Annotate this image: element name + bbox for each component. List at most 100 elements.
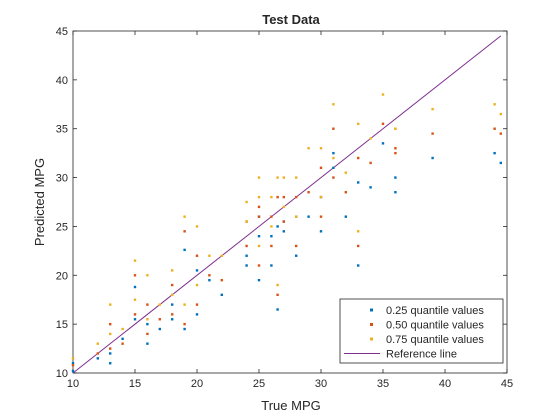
data-point — [245, 264, 248, 267]
data-point — [332, 127, 335, 130]
data-point — [96, 342, 99, 345]
x-tick-label: 45 — [501, 378, 513, 390]
data-point — [357, 230, 360, 233]
legend: 0.25 quantile values 0.50 quantile values… — [339, 298, 504, 364]
data-point — [183, 303, 186, 306]
data-point — [394, 147, 397, 150]
data-point — [195, 269, 199, 272]
data-point — [307, 147, 310, 150]
y-axis-label: Predicted MPG — [32, 158, 47, 246]
data-point — [344, 171, 347, 174]
data-point — [133, 285, 137, 289]
series-3-points — [71, 93, 502, 360]
legend-marker — [370, 323, 373, 326]
data-point — [109, 303, 112, 306]
data-point — [71, 369, 75, 373]
legend-entry-label: 0.75 quantile values — [386, 334, 484, 346]
legend-marker — [370, 337, 373, 341]
data-point — [357, 181, 360, 184]
legend-entry-label: 0.50 quantile values — [386, 320, 484, 332]
data-point — [121, 327, 124, 331]
legend-box — [339, 298, 504, 364]
data-point — [171, 293, 174, 297]
data-point — [133, 318, 137, 321]
reference-line — [72, 35, 502, 374]
data-point — [257, 215, 261, 218]
data-point — [394, 127, 397, 130]
data-point — [276, 195, 279, 199]
y-tick-label: 20 — [56, 270, 68, 282]
data-point — [369, 137, 372, 140]
data-point — [282, 176, 285, 179]
data-point — [493, 151, 496, 155]
data-point — [431, 107, 434, 111]
data-point — [183, 327, 186, 331]
legend-marker — [370, 308, 373, 312]
data-point — [493, 103, 496, 106]
data-point — [394, 176, 397, 179]
data-point — [183, 215, 186, 218]
data-point — [270, 264, 273, 267]
data-point — [158, 303, 161, 306]
data-point — [270, 244, 273, 248]
x-tick-label: 10 — [67, 378, 79, 390]
data-point — [499, 132, 502, 135]
data-point — [369, 161, 372, 165]
data-point — [133, 313, 137, 316]
data-point — [158, 318, 161, 321]
data-point — [96, 352, 99, 355]
data-point — [220, 293, 223, 297]
data-point — [133, 298, 137, 301]
data-point — [344, 215, 347, 218]
data-point — [357, 264, 360, 267]
y-tick-label: 30 — [56, 173, 68, 185]
data-point — [195, 254, 199, 257]
data-point — [332, 151, 335, 155]
data-point — [195, 313, 199, 316]
data-point — [171, 303, 174, 306]
data-point — [357, 244, 360, 248]
y-tick-label: 45 — [56, 26, 68, 38]
data-point — [109, 352, 112, 355]
data-point — [146, 322, 149, 326]
data-point — [195, 283, 199, 287]
data-point — [357, 156, 360, 160]
data-marks — [71, 35, 502, 374]
data-point — [257, 235, 261, 238]
data-point — [257, 264, 261, 267]
data-point — [282, 195, 285, 199]
data-point — [295, 254, 298, 257]
data-point — [270, 225, 273, 228]
data-point — [332, 166, 335, 169]
y-tick-label: 25 — [56, 221, 68, 233]
legend-entry-label: Reference line — [386, 349, 457, 361]
data-point — [171, 318, 174, 321]
data-point — [195, 225, 199, 228]
y-tick-label: 35 — [56, 124, 68, 136]
data-point — [171, 283, 174, 287]
data-point — [245, 220, 248, 223]
data-point — [109, 332, 112, 336]
data-point — [257, 195, 261, 199]
data-point — [158, 327, 161, 331]
data-point — [319, 166, 323, 169]
y-tick-label: 40 — [56, 75, 68, 87]
data-point — [146, 318, 149, 321]
x-axis-ticks: 10 15 20 25 30 35 40 45 — [67, 31, 513, 390]
data-point — [257, 278, 261, 282]
data-point — [71, 362, 75, 365]
data-point — [276, 293, 279, 297]
data-point — [183, 248, 186, 252]
x-tick-label: 40 — [439, 378, 451, 390]
data-point — [493, 127, 496, 130]
data-point — [282, 205, 285, 209]
data-point — [257, 176, 261, 179]
data-point — [381, 93, 385, 96]
data-point — [369, 186, 372, 189]
data-point — [270, 215, 273, 218]
data-point — [276, 283, 279, 287]
data-point — [121, 342, 124, 345]
data-point — [307, 191, 310, 194]
data-point — [282, 230, 285, 233]
